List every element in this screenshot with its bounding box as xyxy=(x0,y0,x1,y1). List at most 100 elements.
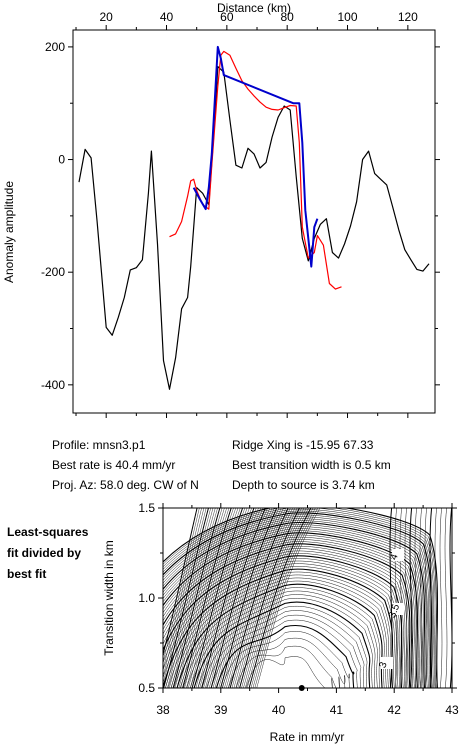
contour-line xyxy=(434,508,438,688)
x-axis-label: Distance (km) xyxy=(217,1,291,15)
series-line-0 xyxy=(78,65,430,390)
contour-line xyxy=(163,539,414,688)
contour-line xyxy=(210,508,266,688)
contour-line xyxy=(163,524,424,688)
contour-note-line: Least-squares xyxy=(7,525,89,539)
contour-line xyxy=(173,580,385,688)
contour-line xyxy=(163,514,431,688)
contour-line xyxy=(205,508,259,688)
contour-line xyxy=(226,508,284,688)
contour-y-axis-label: Transition width in km xyxy=(102,540,116,656)
contour-line xyxy=(207,508,262,688)
contour-line xyxy=(215,624,355,688)
contour-line xyxy=(172,508,221,688)
contour-line xyxy=(424,508,428,688)
contour-line xyxy=(195,508,248,688)
contour-lines xyxy=(163,508,452,688)
y-tick-label: -200 xyxy=(41,265,65,279)
contour-line xyxy=(184,508,234,688)
contour-line xyxy=(163,536,415,688)
contour-line xyxy=(233,508,293,688)
x-tick-label: 60 xyxy=(220,10,234,24)
y-axis-label: Anomaly amplitude xyxy=(2,181,16,283)
contour-line xyxy=(394,508,398,688)
contour-line xyxy=(163,508,434,688)
contour-line xyxy=(254,508,318,688)
contour-line xyxy=(163,508,209,688)
y-tick-label: 200 xyxy=(45,40,65,54)
contour-line xyxy=(163,508,200,663)
contour-line xyxy=(183,590,378,688)
contour-label-bg xyxy=(392,549,404,561)
contour-line xyxy=(212,508,268,688)
contour-line xyxy=(239,508,301,688)
depth-to-source: Depth to source is 3.74 km xyxy=(232,478,375,492)
contour-line xyxy=(169,508,216,688)
contour-x-tick-label: 39 xyxy=(214,703,228,717)
contour-line xyxy=(216,508,273,688)
contour-line xyxy=(167,508,214,688)
contour-y-tick-label: 0.5 xyxy=(138,681,155,695)
y-tick-label: 0 xyxy=(58,153,65,167)
contour-line xyxy=(237,508,298,688)
contour-line xyxy=(208,508,264,688)
contour-line xyxy=(190,598,373,688)
contour-label-bg xyxy=(392,603,404,615)
contour-line xyxy=(178,508,227,688)
contour-line xyxy=(163,530,420,688)
profile-chart-frame xyxy=(72,29,436,414)
contour-line xyxy=(163,508,205,678)
contour-line xyxy=(399,508,403,688)
best-rate: Best rate is 40.4 mm/yr xyxy=(52,458,176,472)
contour-x-tick-label: 41 xyxy=(330,703,344,717)
contour-line xyxy=(163,518,428,688)
contour-x-axis-label: Rate in mm/yr xyxy=(270,730,345,744)
contour-line xyxy=(256,508,321,688)
profile-chart: 20 40 60 80 100 120 200 0 -200 -400 Distance (km)… xyxy=(2,1,440,418)
contour-line xyxy=(180,587,381,688)
contour-line xyxy=(224,508,282,688)
x-tick-label: 20 xyxy=(100,10,114,24)
contour-line xyxy=(220,508,278,688)
contour-note-line: fit divided by xyxy=(7,546,82,560)
contour-line xyxy=(444,508,448,688)
contour-x-tick-label: 38 xyxy=(156,703,170,717)
y-tick-label: -400 xyxy=(41,378,65,392)
projection-azimuth: Proj. Az: 58.0 deg. CW of N xyxy=(52,478,199,492)
contour-line xyxy=(429,508,433,688)
contour-label: 3.5 xyxy=(387,602,402,619)
contour-y-tick-label: 1.0 xyxy=(138,591,155,605)
contour-label: 3 xyxy=(378,660,390,669)
contour-line xyxy=(218,508,275,688)
contour-line xyxy=(231,508,291,688)
contour-line xyxy=(235,508,296,688)
contour-line xyxy=(163,516,429,688)
contour-line xyxy=(170,508,218,688)
contour-line xyxy=(174,508,223,688)
contour-line xyxy=(414,508,418,688)
contour-line xyxy=(163,520,427,688)
contour-y-tick-label: 1.5 xyxy=(138,501,155,515)
profile-chart-ticks: 20 40 60 80 100 120 200 0 -200 -400 xyxy=(41,10,440,418)
contour-line xyxy=(449,508,452,688)
contour-line xyxy=(193,508,246,688)
contour-line xyxy=(163,528,421,688)
contour-line xyxy=(182,508,232,688)
x-tick-label: 40 xyxy=(160,10,174,24)
contour-label: 4 xyxy=(389,552,401,561)
contour-line xyxy=(404,508,408,688)
contour-line xyxy=(163,510,433,688)
x-tick-label: 120 xyxy=(398,10,418,24)
contour-x-tick-label: 42 xyxy=(388,703,402,717)
contour-line xyxy=(163,521,426,688)
contour-line xyxy=(419,508,423,688)
contour-line xyxy=(186,594,376,688)
misfit-contour-chart: 38 39 40 41 42 430.51.01.5 43.53 Rate in mm/y… xyxy=(102,501,459,744)
contour-line xyxy=(201,508,255,688)
contour-label-bg xyxy=(381,657,393,669)
contour-line xyxy=(409,508,413,688)
contour-note-line: best fit xyxy=(7,567,47,581)
contour-line xyxy=(163,508,198,657)
contour-line xyxy=(163,553,404,688)
